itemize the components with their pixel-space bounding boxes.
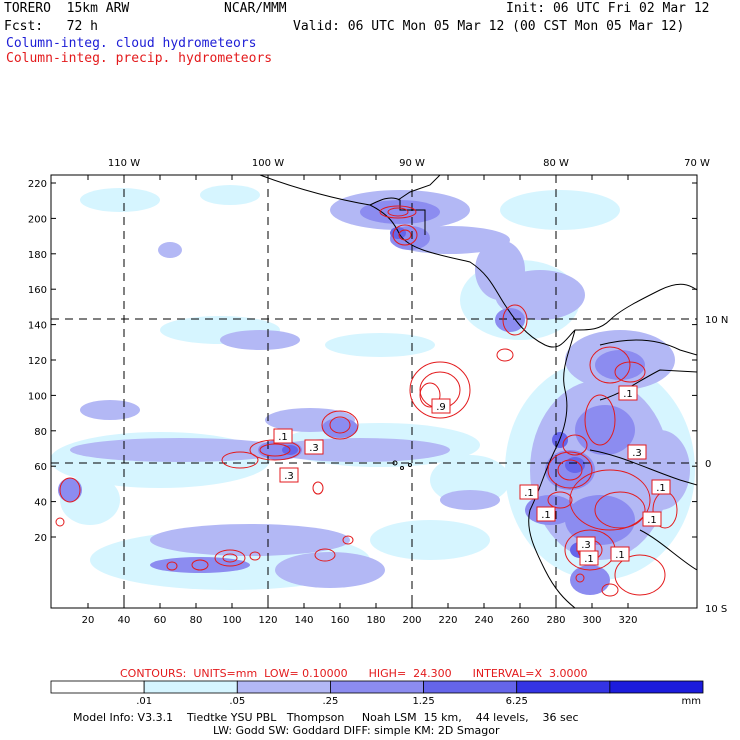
lon-label: 100 W: [252, 158, 284, 169]
y-tick-label: 140: [28, 321, 47, 332]
contour-label: .1: [651, 479, 671, 495]
colorbar: .01 .05 .25 1.25 6.25 mm: [50, 680, 704, 707]
colorbar-segment: [423, 680, 518, 694]
colorbar-label: 6.25: [506, 696, 528, 707]
svg-text:.3: .3: [309, 443, 319, 454]
model-info-line2: LW: Godd SW: Goddard DIFF: simple KM: 2D…: [213, 724, 500, 737]
contour-label: .1: [642, 511, 662, 527]
svg-text:.9: .9: [436, 402, 446, 413]
contour-label: .9: [431, 398, 451, 414]
x-tick-label: 160: [330, 615, 349, 626]
y-tick-label: 220: [28, 179, 47, 190]
contour-label: .1: [519, 484, 539, 500]
contour-label: .1: [579, 550, 599, 566]
svg-text:.1: .1: [278, 432, 288, 443]
lon-label: 80 W: [543, 158, 569, 169]
legend-cloud: Column-integ. cloud hydrometeors: [6, 36, 257, 51]
x-tick-label: 120: [258, 615, 277, 626]
colorbar-segment: [50, 680, 145, 694]
colorbar-label: .25: [322, 696, 338, 707]
x-tick-label: 80: [190, 615, 203, 626]
contour-info: CONTOURS: UNITS=mm LOW= 0.10000 HIGH= 24…: [120, 667, 588, 680]
contour-label: .3: [304, 439, 324, 455]
x-tick-label: 100: [222, 615, 241, 626]
x-tick-label: 320: [618, 615, 637, 626]
svg-text:.3: .3: [284, 471, 294, 482]
lon-label: 110 W: [108, 158, 140, 169]
y-tick-label: 20: [34, 533, 47, 544]
contour-label: .1: [273, 428, 293, 444]
svg-text:.1: .1: [615, 550, 625, 561]
svg-text:.3: .3: [581, 540, 591, 551]
precip-contours: [55, 205, 678, 597]
colorbar-label: .01: [136, 696, 152, 707]
x-tick-label: 140: [294, 615, 313, 626]
lon-label: 90 W: [399, 158, 425, 169]
x-tick-label: 240: [474, 615, 493, 626]
x-tick-label: 260: [510, 615, 529, 626]
colorbar-segment: [516, 680, 611, 694]
svg-text:.1: .1: [524, 488, 534, 499]
lat-label: 0: [705, 459, 711, 470]
x-tick-label: 300: [582, 615, 601, 626]
forecast-hour: Fcst: 72 h: [4, 19, 98, 34]
y-tick-label: 200: [28, 214, 47, 225]
map-frame: [50, 174, 698, 609]
islands: [392, 460, 412, 470]
svg-text:.1: .1: [656, 483, 666, 494]
colorbar-unit: mm: [682, 696, 701, 707]
svg-text:.1: .1: [647, 515, 657, 526]
contour-label: .3: [576, 536, 596, 552]
colorbar-label: 1.25: [412, 696, 434, 707]
x-tick-label: 280: [546, 615, 565, 626]
x-tick-label: 60: [154, 615, 167, 626]
x-tick-label: 40: [118, 615, 131, 626]
legend-precip: Column-integ. precip. hydrometeors: [6, 51, 273, 66]
y-tick-label: 160: [28, 285, 47, 296]
colorbar-segment: [236, 680, 331, 694]
x-tick-label: 200: [402, 615, 421, 626]
y-tick-label: 120: [28, 356, 47, 367]
colorbar-segment: [330, 680, 424, 694]
cloud-shading: [51, 185, 695, 595]
svg-text:.1: .1: [541, 510, 551, 521]
svg-text:.3: .3: [632, 448, 642, 459]
model-info-line1: Model Info: V3.3.1 Tiedtke YSU PBL Thomp…: [73, 711, 579, 724]
axes: 110 W 100 W 90 W 80 W 70 W 10 N 0 10 S 220 200 180…: [28, 158, 728, 626]
contour-labels: .1 .3 .3 .9 .1 .3 .1 .1 .1 .1 .1 .1 .3: [273, 385, 671, 566]
y-tick-label: 180: [28, 250, 47, 261]
contour-label: .1: [536, 506, 556, 522]
contour-label: .3: [627, 444, 647, 460]
lon-label: 70 W: [684, 158, 710, 169]
graticule: [51, 175, 697, 608]
colorbar-segment: [609, 680, 704, 694]
x-tick-label: 180: [366, 615, 385, 626]
contour-label: .3: [279, 467, 299, 483]
lat-label: 10 N: [705, 315, 728, 326]
svg-text:.1: .1: [584, 554, 594, 565]
contour-label: .1: [618, 385, 638, 401]
init-time: Init: 06 UTC Fri 02 Mar 12: [506, 1, 710, 16]
colorbar-segment: [143, 680, 238, 694]
svg-text:.1: .1: [623, 389, 633, 400]
y-tick-label: 40: [34, 498, 47, 509]
contour-label: .1: [610, 546, 630, 562]
x-tick-label: 20: [82, 615, 95, 626]
valid-time: Valid: 06 UTC Mon 05 Mar 12 (00 CST Mon …: [293, 19, 685, 34]
x-tick-label: 220: [438, 615, 457, 626]
y-tick-label: 100: [28, 391, 47, 402]
y-tick-label: 60: [34, 462, 47, 473]
lat-label: 10 S: [705, 604, 727, 615]
model-title: TORERO 15km ARW: [4, 1, 130, 16]
colorbar-label: .05: [229, 696, 245, 707]
y-tick-label: 80: [34, 427, 47, 438]
center-label: NCAR/MMM: [224, 1, 287, 16]
